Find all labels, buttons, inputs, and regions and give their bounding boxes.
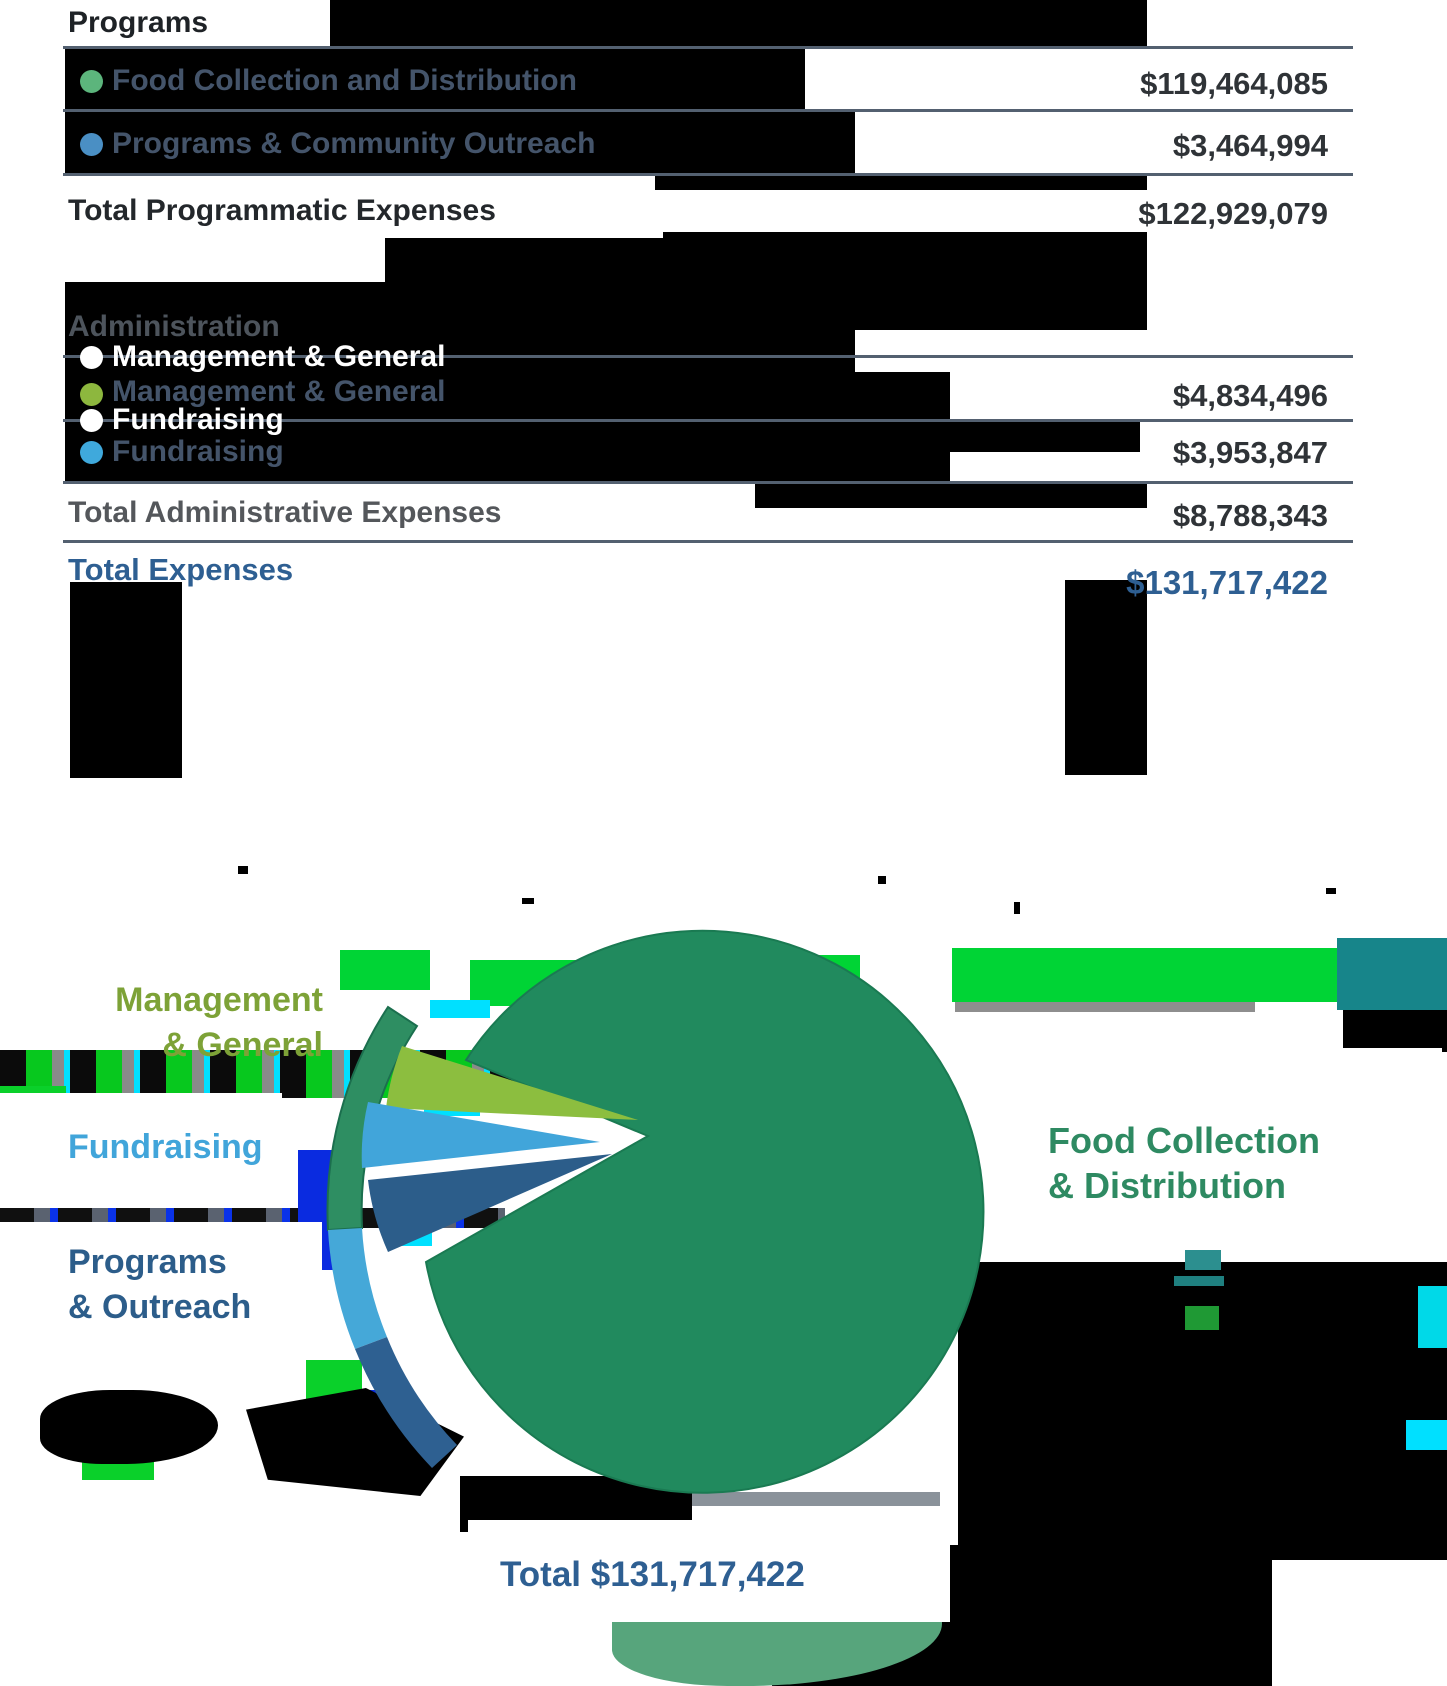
- white-patch: [855, 330, 1353, 372]
- bullet-fundraising: [80, 441, 103, 464]
- pie-label-programs-line1: Programs: [68, 1243, 227, 1281]
- artifact-green-bit: [1185, 1306, 1219, 1330]
- row-label-programs-outreach: Programs & Community Outreach: [112, 127, 596, 160]
- total-expenses-label: Total Expenses: [68, 552, 294, 587]
- artifact-teal-block: [1337, 938, 1447, 1010]
- pie-total-label: Total $131,717,422: [500, 1555, 805, 1594]
- white-patch: [950, 372, 1353, 422]
- table-rule: [63, 481, 1353, 484]
- bullet-programs-outreach: [80, 133, 103, 156]
- table-rule: [63, 419, 1353, 422]
- artifact-teal-bit: [1185, 1250, 1221, 1270]
- pie-label-food-line2: & Distribution: [1048, 1165, 1286, 1206]
- artifact-dot: [878, 876, 886, 884]
- white-patch: [63, 190, 663, 238]
- artifact-black-block: [65, 47, 805, 110]
- artifact-black-bar-right: [1065, 580, 1147, 775]
- white-patch: [63, 0, 330, 47]
- pie-label-management-line2: & General: [162, 1026, 323, 1064]
- pie-label-food-collection: Food Collection & Distribution: [1048, 1118, 1320, 1208]
- table-rule: [63, 540, 1353, 543]
- pie-label-box-fundraising: [0, 1093, 282, 1205]
- white-patch: [950, 508, 1353, 541]
- pie-label-fundraising: Fundraising: [68, 1128, 263, 1166]
- pie-label-programs-outreach: Programs & Outreach: [68, 1240, 251, 1330]
- total-administrative-label: Total Administrative Expenses: [68, 496, 502, 529]
- ring-segment-fundraising: [328, 1228, 387, 1349]
- white-patch: [805, 60, 1353, 110]
- pie-label-management-general: Management & General: [88, 978, 323, 1068]
- artifact-black-block: [755, 482, 1147, 508]
- ghost-label-management: Management & General: [112, 340, 446, 373]
- total-administrative-value: $8,788,343: [1172, 498, 1328, 533]
- row-value-food-collection: $119,464,085: [1140, 66, 1328, 101]
- artifact-lime-band: [952, 948, 1337, 1002]
- ghost-bullet-fundraising: [80, 409, 103, 432]
- pie-slice-management-general: [386, 1046, 638, 1120]
- pie-label-box-programs: [0, 1222, 322, 1350]
- ghost-label-fundraising: Fundraising: [112, 403, 284, 436]
- row-label-fundraising: Fundraising: [112, 435, 284, 468]
- white-patch: [65, 232, 385, 282]
- pie-slice-fundraising: [361, 1102, 600, 1168]
- row-label-food-collection: Food Collection and Distribution: [112, 64, 577, 97]
- artifact-black-bar-left: [70, 582, 182, 778]
- pie-label-box-food: [1014, 1048, 1442, 1250]
- section-header-administration: Administration: [68, 310, 280, 343]
- table-rule: [63, 46, 1353, 49]
- total-expenses-value: $131,717,422: [1126, 564, 1328, 601]
- artifact-black-block: [330, 0, 1147, 47]
- pie-slice-programs-outreach: [368, 1154, 612, 1252]
- ring-segment-programs: [355, 1337, 457, 1468]
- artifact-dot: [1326, 888, 1336, 894]
- ghost-bullet-management: [80, 346, 103, 369]
- section-header-programs: Programs: [68, 6, 209, 39]
- artifact-gray-strip: [955, 1002, 1255, 1012]
- artifact-dot: [522, 898, 534, 904]
- artifact-black-block: [65, 110, 855, 174]
- bullet-management-general: [80, 383, 103, 406]
- row-label-management-general: Management & General: [112, 375, 446, 408]
- artifact-black-blob: [40, 1390, 218, 1464]
- row-value-management-general: $4,834,496: [1172, 378, 1328, 413]
- white-patch: [950, 452, 1353, 482]
- table-rule: [63, 355, 1353, 358]
- white-patch: [855, 118, 1353, 174]
- table-rule: [63, 109, 1353, 112]
- pie-label-programs-line2: & Outreach: [68, 1288, 252, 1326]
- total-programmatic-label: Total Programmatic Expenses: [68, 194, 496, 227]
- white-patch: [63, 482, 755, 541]
- artifact-cyan-bit: [1406, 1420, 1447, 1450]
- pie-label-food-line1: Food Collection: [1048, 1120, 1320, 1161]
- row-value-programs-outreach: $3,464,994: [1172, 128, 1328, 163]
- artifact-dot: [1014, 902, 1020, 914]
- bullet-food-collection: [80, 70, 103, 93]
- artifact-dot: [238, 866, 248, 874]
- artifact-teal-bit: [1174, 1276, 1224, 1286]
- table-rule: [63, 173, 1353, 176]
- pie-slice-food-collection: [424, 929, 985, 1494]
- artifact-cyan-patch: [430, 1000, 490, 1018]
- artifact-black-block: [655, 174, 1147, 190]
- artifact-black-block: [1343, 1010, 1447, 1052]
- total-programmatic-value: $122,929,079: [1138, 196, 1328, 231]
- row-value-fundraising: $3,953,847: [1172, 435, 1328, 470]
- artifact-lime-patch: [340, 950, 430, 990]
- pie-label-management-line1: Management: [115, 981, 323, 1019]
- pie-total-box: [468, 1520, 950, 1622]
- artifact-cyan-bit: [1418, 1286, 1447, 1348]
